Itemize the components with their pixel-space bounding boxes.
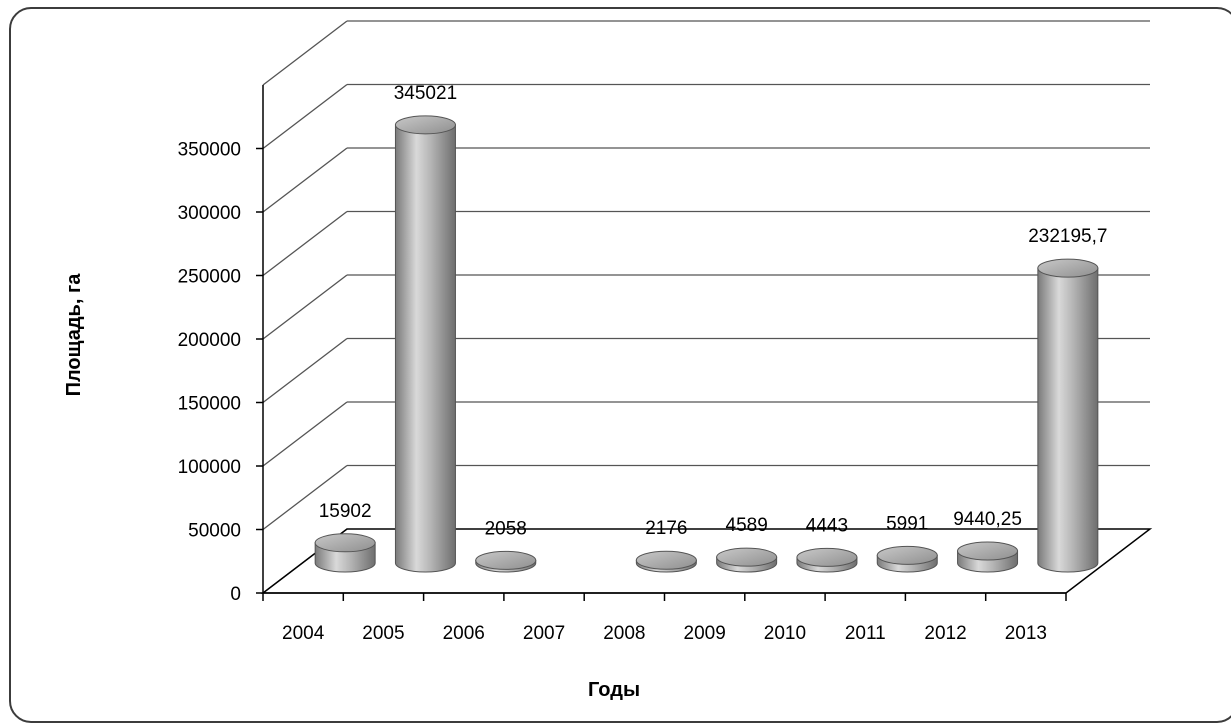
bar-2008 (635, 550, 697, 573)
axes: 0 50000 100000 150000 200000 250000 300000 3500… (178, 85, 1153, 644)
bar-top (314, 533, 376, 553)
bar-2012 (957, 541, 1019, 573)
x-tick-label: 2013 (1005, 623, 1047, 644)
y-axis-title: Площадь, га (63, 273, 85, 397)
x-tick-label: 2004 (282, 623, 325, 644)
y-tick-label: 100000 (178, 457, 241, 478)
bar-2009 (716, 547, 778, 573)
data-labels: 15902 345021 2058 2176 4589 4443 5991 9440,25 23… (319, 83, 1108, 540)
y-tick-label: 250000 (178, 267, 241, 288)
data-label: 15902 (319, 501, 372, 522)
y-tick-label: 200000 (178, 330, 241, 351)
bar-2004 (314, 533, 376, 573)
x-axis-title: Годы (588, 679, 640, 701)
x-tick-label: 2009 (684, 623, 726, 644)
x-tick-label: 2011 (845, 623, 886, 644)
chart-frame (9, 7, 1231, 723)
bar-top (716, 547, 778, 567)
x-tick-label: 2006 (443, 623, 485, 644)
bar-2005 (394, 115, 456, 573)
x-tick-label: 2008 (603, 623, 645, 644)
bar-body (394, 124, 456, 573)
bar-2011 (876, 545, 938, 573)
gridline-diagonal (262, 401, 348, 467)
bar-2006 (475, 550, 537, 573)
bar-top (957, 541, 1019, 561)
data-label: 2058 (485, 518, 527, 539)
gridline-diagonal (262, 147, 348, 213)
gridline-diagonal (262, 464, 348, 531)
gridline-diagonal (262, 337, 348, 404)
data-label: 9440,25 (953, 509, 1022, 530)
gridline-diagonal (262, 210, 348, 277)
y-tick-label: 50000 (188, 521, 241, 542)
data-label: 2176 (645, 518, 687, 539)
y-tick-label: 300000 (178, 203, 241, 224)
bar-top (635, 550, 697, 570)
x-tick-label: 2005 (362, 623, 404, 644)
gridline-diagonal (262, 274, 348, 340)
gridlines (262, 20, 1150, 594)
bar-2013 (1037, 258, 1099, 573)
bar-top (796, 547, 858, 567)
x-tick-label: 2010 (764, 623, 806, 644)
bar-top (394, 115, 456, 135)
data-label: 4589 (726, 515, 768, 536)
bars (314, 115, 1099, 573)
y-tick-label: 150000 (178, 394, 241, 415)
data-label: 4443 (806, 515, 848, 536)
gridline-diagonal (262, 83, 348, 150)
x-tick-label: 2012 (924, 623, 966, 644)
y-tick-label: 350000 (178, 140, 241, 161)
y-tick-label: 0 (230, 584, 241, 605)
bar-body (1037, 267, 1099, 573)
data-label: 345021 (394, 83, 457, 104)
bar-top (876, 545, 938, 565)
data-label: 5991 (886, 513, 928, 534)
bar-top (475, 550, 537, 570)
bar-top (1037, 258, 1099, 278)
x-tick-label: 2007 (523, 623, 565, 644)
gridline-diagonal (262, 20, 348, 86)
data-label: 232195,7 (1028, 226, 1107, 247)
bar-2010 (796, 547, 858, 573)
